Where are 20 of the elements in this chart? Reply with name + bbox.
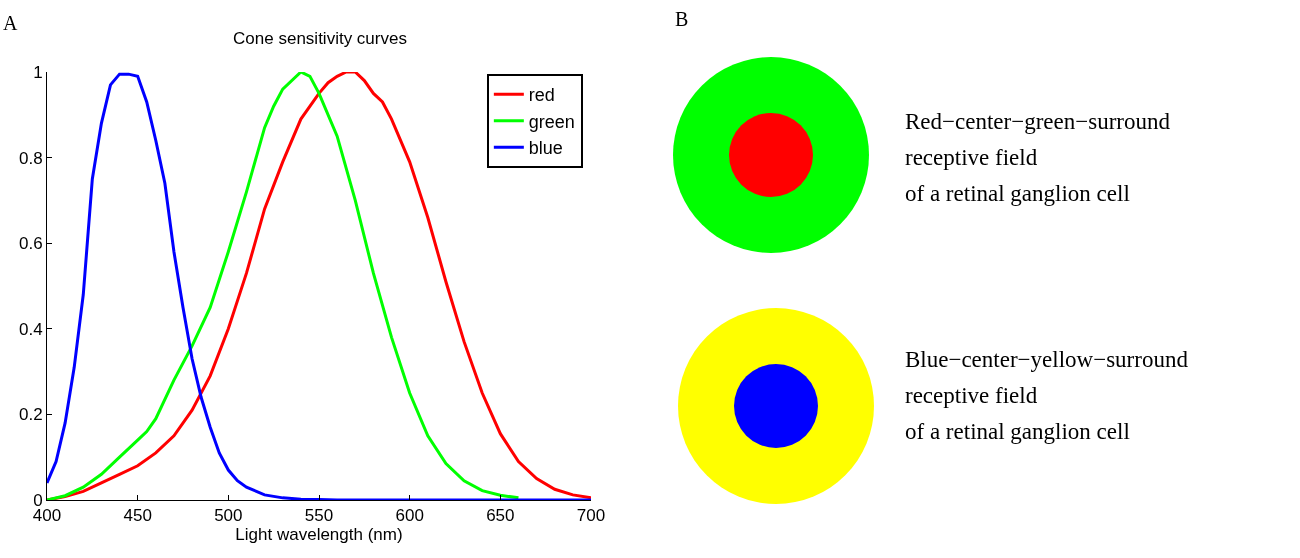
y-tick-label: 0.2 (18, 405, 43, 425)
x-tick-label: 450 (123, 506, 152, 526)
legend-label: green (528, 111, 575, 132)
y-tick-label: 0.8 (18, 148, 43, 168)
x-tick-label: 500 (214, 506, 243, 526)
x-tick-label: 550 (304, 506, 334, 526)
x-tick-label: 650 (486, 506, 515, 526)
text: Blue−center−yellow−surround receptive field of a retinal ganglion cell (905, 346, 1188, 446)
text: B (675, 8, 689, 31)
y-tick-label: 0.4 (18, 319, 43, 339)
x-axis-title: Light wavelength (nm) (235, 525, 403, 545)
legend-label: red (528, 85, 555, 106)
x-tick-label: 600 (395, 506, 424, 526)
x-tick-label: 700 (576, 506, 606, 526)
legend-label: blue (528, 138, 563, 159)
y-tick-label: 0.6 (18, 234, 43, 254)
y-tick-label: 1 (33, 62, 43, 82)
text: A (3, 12, 18, 34)
chart-title: Cone sensitivity curves (233, 28, 407, 48)
text: Red−center−green−surround receptive field of a retinal ganglion cell (905, 108, 1170, 208)
